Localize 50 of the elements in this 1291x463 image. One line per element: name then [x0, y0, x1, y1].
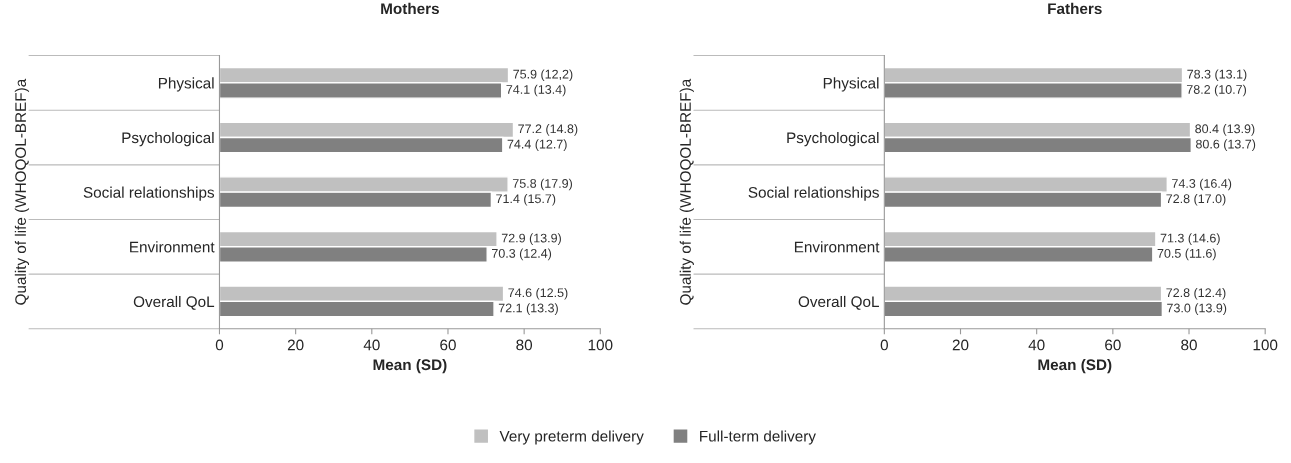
- data-label: 75.9 (12,2): [513, 69, 573, 82]
- data-label: 74.1 (13.4): [506, 84, 566, 97]
- legend-label: Full-term delivery: [700, 430, 816, 445]
- data-label: 71.3 (14.6): [1160, 233, 1220, 245]
- x-tick-label: 100: [588, 339, 613, 351]
- data-label: 70.5 (11.6): [1157, 248, 1216, 261]
- data-label: 72.8 (12.4): [1166, 287, 1226, 300]
- x-tick-label: 20: [952, 339, 969, 351]
- y-tick-label: Environment: [130, 241, 215, 253]
- x-tick-label: 0: [215, 339, 224, 351]
- data-label: 74.6 (12.5): [508, 287, 568, 300]
- x-tick-label: 60: [440, 339, 456, 351]
- y-tick-label: Environment: [794, 241, 880, 253]
- x-tick-label: 0: [880, 339, 888, 351]
- x-tick-label: 60: [1105, 339, 1121, 351]
- data-label: 72.1 (13.3): [498, 303, 558, 315]
- data-label: 78.3 (13.1): [1187, 69, 1247, 82]
- data-label: 70.3 (12.4): [492, 248, 552, 261]
- data-label: 80.4 (13.9): [1195, 124, 1255, 136]
- y-axis-title: Quality of life (WHOQOL-BREF)a: [679, 78, 694, 305]
- chart-title: Fathers: [1048, 2, 1102, 15]
- y-tick-label: Psychological: [122, 131, 214, 147]
- x-axis-title: Mean (SD): [373, 358, 447, 374]
- data-label: 78.2 (10.7): [1186, 84, 1246, 97]
- data-label: 71.4 (15.7): [496, 193, 556, 206]
- chart-title: Mothers: [381, 2, 439, 15]
- data-label: 74.3 (16.4): [1172, 178, 1232, 191]
- data-label: 75.8 (17.9): [512, 178, 572, 191]
- data-label: 80.6 (13.7): [1196, 139, 1256, 151]
- y-tick-label: Overall QoL: [798, 295, 879, 310]
- x-tick-label: 40: [1028, 339, 1045, 351]
- data-label: 74.4 (12.7): [507, 139, 567, 151]
- y-tick-label: Social relationships: [748, 186, 879, 201]
- x-axis-title: Mean (SD): [1038, 358, 1112, 374]
- y-tick-label: Physical: [158, 77, 214, 92]
- x-tick-label: 100: [1253, 339, 1278, 351]
- x-tick-label: 40: [363, 339, 380, 351]
- data-label: 77.2 (14.8): [518, 124, 578, 136]
- y-tick-label: Physical: [823, 77, 879, 92]
- data-label: 72.9 (13.9): [501, 233, 561, 245]
- y-tick-label: Social relationships: [83, 186, 215, 201]
- y-tick-label: Psychological: [787, 131, 879, 147]
- x-tick-label: 80: [516, 339, 533, 351]
- x-tick-label: 20: [287, 339, 304, 351]
- y-tick-label: Overall QoL: [133, 295, 215, 310]
- x-tick-label: 80: [1181, 339, 1197, 351]
- data-label: 73.0 (13.9): [1167, 303, 1227, 315]
- data-label: 72.8 (17.0): [1166, 193, 1226, 206]
- y-axis-title: Quality of life (WHOQOL-BREF)a: [14, 78, 30, 305]
- legend-label: Very preterm delivery: [499, 430, 644, 445]
